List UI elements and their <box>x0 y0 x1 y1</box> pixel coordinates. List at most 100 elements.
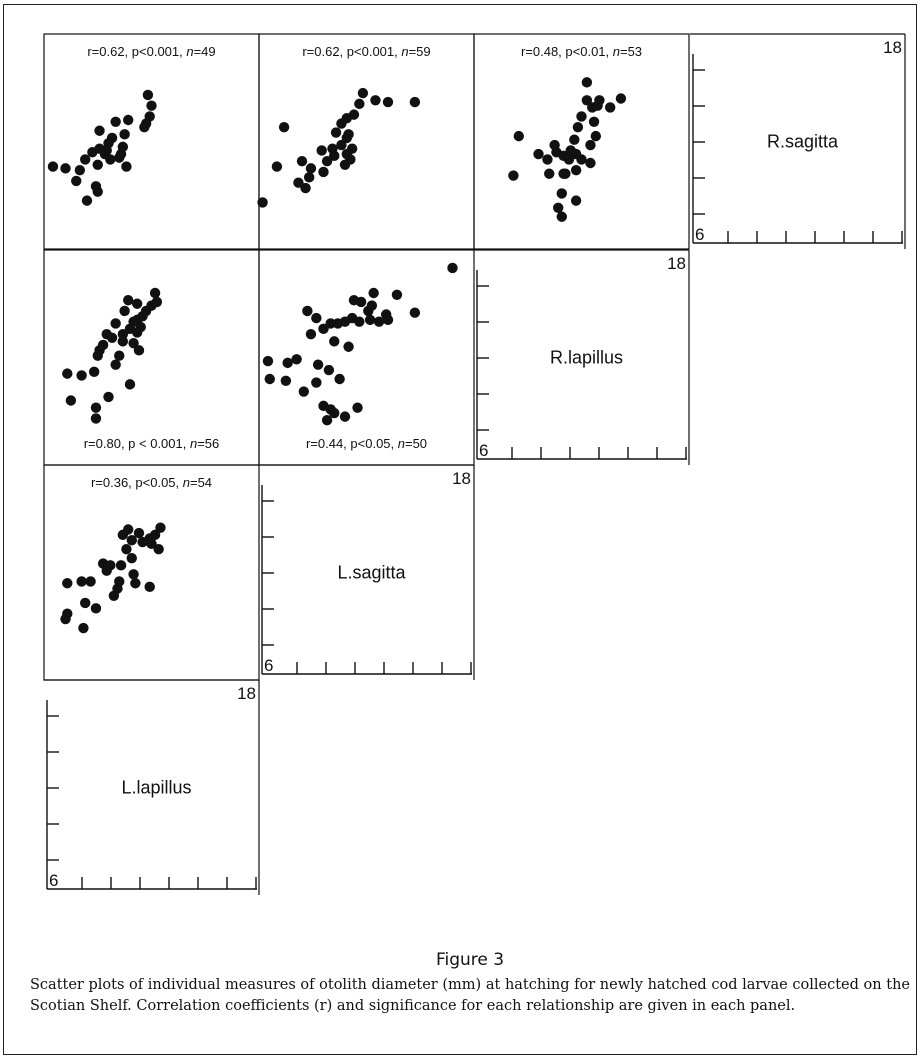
data-point <box>329 407 340 419</box>
data-point <box>65 395 77 406</box>
data-point <box>318 166 329 178</box>
data-point <box>332 318 344 329</box>
data-point <box>133 527 145 539</box>
data-point <box>128 337 139 349</box>
data-point <box>570 195 582 206</box>
data-point <box>339 159 351 170</box>
data-point <box>114 350 125 361</box>
data-point <box>311 377 322 388</box>
scatter-panel-frame <box>43 33 260 250</box>
data-point <box>508 170 519 181</box>
data-point <box>123 294 134 306</box>
data-point <box>90 402 102 413</box>
data-point <box>62 368 73 379</box>
data-point <box>153 544 164 555</box>
data-point <box>123 114 134 126</box>
data-point <box>300 182 311 194</box>
data-point <box>581 77 593 88</box>
axis-max-label: 18 <box>237 684 256 703</box>
data-point <box>92 186 103 197</box>
data-point <box>133 345 145 356</box>
data-point <box>110 318 121 329</box>
variable-label: R.lapillus <box>550 348 623 368</box>
data-point <box>282 357 293 369</box>
data-point <box>119 305 130 317</box>
data-point <box>305 163 317 174</box>
panel-annotation: r=0.36, p<0.05, n=54 <box>91 475 212 490</box>
data-point <box>280 375 292 386</box>
data-point <box>366 300 378 311</box>
data-point <box>85 576 96 587</box>
data-point <box>576 111 587 122</box>
data-point <box>334 373 345 385</box>
data-point <box>352 402 363 413</box>
data-point <box>549 139 560 151</box>
data-point <box>76 576 87 587</box>
data-point <box>327 143 338 154</box>
figure-caption: Scatter plots of individual measures of … <box>30 977 910 1014</box>
data-point <box>90 603 102 614</box>
axis-max-label: 18 <box>667 254 686 273</box>
data-point <box>556 188 567 199</box>
data-point <box>305 329 317 340</box>
data-point <box>264 373 275 385</box>
data-point <box>368 287 379 299</box>
scatter-panel-frame <box>43 249 260 466</box>
data-point <box>370 95 381 106</box>
data-point <box>126 535 137 546</box>
data-point <box>262 355 274 367</box>
data-point <box>108 590 120 601</box>
data-point <box>576 154 587 165</box>
data-point <box>271 161 283 172</box>
data-point <box>296 156 308 167</box>
data-point <box>590 130 602 142</box>
data-point <box>563 154 575 165</box>
data-point <box>302 305 313 317</box>
data-point <box>348 294 360 306</box>
data-point <box>146 100 157 111</box>
data-point <box>585 139 596 151</box>
data-point <box>336 139 347 151</box>
data-point <box>354 98 365 110</box>
data-point <box>615 93 627 104</box>
data-point <box>329 336 340 347</box>
data-point <box>131 298 143 309</box>
data-point <box>257 197 268 208</box>
data-point <box>126 552 137 564</box>
data-point <box>278 121 290 133</box>
figure-frame <box>3 4 917 1055</box>
data-point <box>343 129 354 140</box>
data-point <box>357 87 369 99</box>
data-point <box>87 147 98 158</box>
data-point <box>128 569 139 580</box>
data-point <box>339 411 351 422</box>
data-point <box>110 116 121 127</box>
data-point <box>409 307 421 318</box>
data-point <box>119 129 130 140</box>
data-point <box>101 565 112 576</box>
data-point <box>316 145 327 156</box>
data-point <box>373 316 385 327</box>
data-point <box>78 622 89 634</box>
data-point <box>594 95 605 106</box>
panel-annotation: r=0.62, p<0.001, n=59 <box>302 44 430 59</box>
data-point <box>80 597 91 609</box>
data-point <box>544 168 555 179</box>
data-point <box>542 154 553 165</box>
data-point <box>293 177 304 188</box>
data-point <box>604 102 616 113</box>
axis-max-label: 18 <box>452 469 471 488</box>
data-point <box>115 148 127 160</box>
data-point <box>117 329 129 340</box>
data-point <box>130 578 141 589</box>
axis-min-label: 6 <box>479 441 488 460</box>
data-point <box>325 318 336 329</box>
data-point <box>92 350 103 361</box>
data-point <box>323 364 335 376</box>
data-point <box>558 168 569 179</box>
scatter-panel-frame <box>258 249 475 466</box>
variable-label: L.lapillus <box>121 778 191 798</box>
scatter-matrix: r=0.62, p<0.001, n=49 r=0.62, p<0.001, n=… <box>43 33 906 895</box>
variable-label: R.sagitta <box>767 132 839 152</box>
data-point <box>321 415 333 426</box>
